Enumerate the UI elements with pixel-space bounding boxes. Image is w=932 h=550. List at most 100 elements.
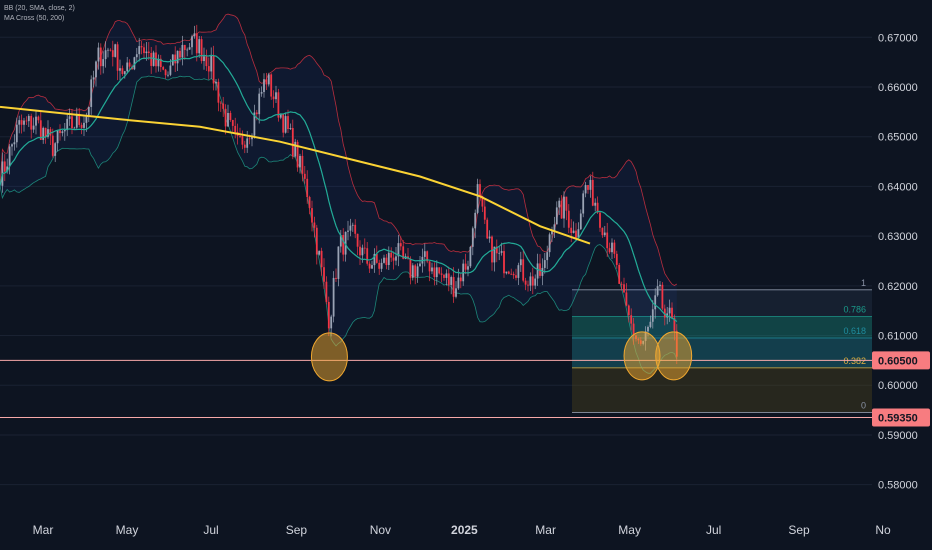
candle-body — [479, 184, 481, 196]
candle-body — [99, 47, 102, 67]
candle-body — [438, 267, 441, 274]
time-tick-label: Nov — [370, 523, 391, 537]
candle-body — [519, 259, 522, 266]
highlight-circle[interactable] — [655, 331, 693, 381]
candle-body — [337, 246, 340, 279]
candle-body — [493, 246, 496, 263]
candle-body — [548, 234, 551, 253]
candle-body — [409, 258, 412, 278]
candle-body — [618, 264, 621, 284]
candle-body — [661, 284, 664, 309]
price-tick-label: 0.61000 — [878, 331, 918, 343]
candle-body — [260, 92, 263, 94]
candle-body — [589, 179, 592, 190]
candle-body — [18, 120, 21, 125]
candle-body — [140, 46, 143, 48]
price-label-badge[interactable] — [872, 408, 930, 427]
candle-body — [39, 120, 42, 140]
candle-body — [83, 122, 85, 128]
time-axis[interactable]: Mar May Jul Sep Nov 2025 Mar May Jul Sep No — [33, 523, 891, 537]
price-label-badge[interactable] — [872, 351, 930, 370]
candle-body — [95, 61, 97, 78]
candle-body — [426, 251, 429, 262]
candle-body — [534, 278, 537, 286]
candle-body — [615, 253, 618, 265]
support-lines[interactable] — [0, 359, 872, 419]
candle-body — [649, 321, 652, 327]
time-tick-label: Mar — [535, 523, 556, 537]
time-tick-label: Sep — [788, 523, 810, 537]
candle-body — [339, 235, 342, 247]
candle-body — [567, 210, 570, 228]
candle-body — [8, 146, 11, 167]
candle-body — [90, 79, 93, 107]
candle-body — [80, 124, 83, 128]
candle-body — [503, 251, 505, 274]
candle-body — [431, 267, 433, 272]
candle-body — [243, 144, 246, 148]
candle-body — [579, 213, 582, 230]
candlesticks — [1, 24, 678, 365]
candle-body — [224, 108, 227, 127]
candle-body — [68, 116, 71, 119]
candle-body — [359, 246, 361, 256]
candle-body — [630, 315, 633, 324]
candle-body — [543, 260, 546, 268]
highlight-circle[interactable] — [623, 331, 661, 381]
fib-level-label: 0 — [861, 401, 866, 411]
candle-body — [387, 252, 390, 266]
candle-body — [575, 230, 577, 238]
candle-body — [37, 116, 40, 121]
price-tick-label: 0.64000 — [878, 181, 918, 193]
candle-body — [15, 124, 18, 143]
candle-body — [253, 112, 256, 136]
candle-body — [663, 308, 666, 318]
candle-body — [354, 224, 357, 234]
candle-body — [620, 283, 623, 285]
candle-body — [531, 276, 534, 286]
candle-body — [267, 74, 270, 85]
candle-body — [505, 271, 508, 274]
candle-body — [392, 257, 395, 261]
candle-body — [13, 142, 16, 145]
candle-body — [63, 130, 66, 132]
candle-body — [450, 277, 453, 285]
bb-indicator-label[interactable]: BB (20, SMA, close, 2) — [4, 5, 75, 12]
candle-body — [611, 242, 613, 253]
candle-body — [647, 326, 649, 332]
candle-body — [56, 130, 59, 144]
candle-body — [107, 49, 109, 51]
candle-body — [527, 284, 529, 286]
candle-body — [42, 127, 45, 140]
ma-cross-indicator-label[interactable]: MA Cross (50, 200) — [4, 15, 65, 22]
candle-body — [222, 103, 225, 109]
candle-body — [591, 179, 594, 206]
time-tick-label: May — [116, 523, 139, 537]
price-tick-label: 0.65000 — [878, 132, 918, 144]
candle-body — [255, 112, 258, 115]
candle-body — [572, 230, 575, 233]
candle-body — [371, 265, 373, 269]
candle-body — [402, 246, 405, 259]
candle-body — [87, 106, 90, 116]
candle-body — [3, 161, 6, 172]
candle-body — [390, 252, 393, 258]
candle-body — [102, 59, 105, 67]
candle-body — [596, 202, 599, 213]
candle-body — [54, 143, 57, 156]
price-axis[interactable]: 0.67000 0.66000 0.65000 0.64000 0.63000 0.620… — [872, 32, 930, 492]
candle-body — [71, 116, 73, 129]
fib-level-label: 0.618 — [843, 326, 866, 336]
candle-body — [320, 250, 323, 268]
highlight-circles[interactable] — [310, 331, 693, 382]
candle-body — [75, 113, 78, 128]
candle-body — [126, 62, 129, 72]
fib-zone — [572, 367, 872, 413]
candle-body — [215, 81, 217, 84]
candle-body — [524, 280, 527, 285]
candle-body — [486, 219, 489, 239]
highlight-circle[interactable] — [310, 332, 348, 382]
candle-body — [66, 118, 69, 131]
